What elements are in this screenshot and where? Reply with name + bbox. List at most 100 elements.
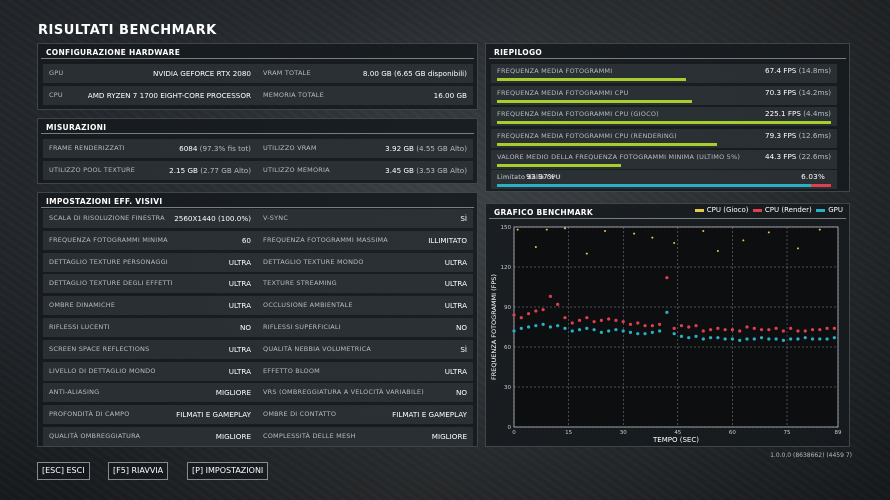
setting-label: FREQUENZA FOTOGRAMMI MINIMA xyxy=(49,235,168,244)
setting-value: NO xyxy=(239,323,251,332)
series-point-gpu xyxy=(745,337,749,341)
setting-value: ULTRA xyxy=(444,301,467,311)
series-point-gpu xyxy=(810,337,815,341)
series-point-cpu-render xyxy=(556,302,560,306)
series-point-cpu-render xyxy=(643,324,647,328)
series-point-cpu-render xyxy=(818,328,822,332)
measurements-panel: MISURAZIONI FRAME RENDERIZZATI 6084 (97.… xyxy=(37,118,478,184)
hardware-heading: CONFIGURAZIONE HARDWARE xyxy=(41,46,474,59)
series-point-cpu-render xyxy=(723,328,727,332)
summary-value: 67.4 FPS xyxy=(765,66,797,75)
visual-settings-heading: IMPOSTAZIONI EFF. VISIVI xyxy=(41,195,474,208)
series-point-cpu-game xyxy=(742,239,745,242)
vram-available: (6.65 GB disponibili) xyxy=(393,69,467,78)
visual-settings-row: OMBRE DINAMICHE ULTRA OCCLUSIONE AMBIENTAL… xyxy=(43,296,473,316)
summary-value: 225.1 FPS xyxy=(765,109,801,118)
series-point-cpu-game xyxy=(604,230,607,232)
summary-bar xyxy=(497,121,831,124)
cpu-limit-label: Limitato dalla CPU xyxy=(497,173,561,181)
series-point-gpu xyxy=(723,337,727,341)
frames-detail: (97.3% fis tot) xyxy=(199,144,251,153)
setting-label: V-SYNC xyxy=(263,214,289,222)
texture-pool-label: UTILIZZO POOL TEXTURE xyxy=(49,166,136,174)
y-tick-label: 120 xyxy=(501,265,512,271)
gpu-label: GPU xyxy=(49,69,64,77)
visual-settings-row: PROFONDITÀ DI CAMPO FILMATI E GAMEPLAY OMB… xyxy=(43,405,473,425)
legend-gpu: GPU xyxy=(828,206,843,214)
benchmark-chart: 0 30 60 90 120 150 0 15 30 45 60 75 89 TEMPO (SEC) FRE… xyxy=(490,225,842,444)
setting-label: OMBRE DINAMICHE xyxy=(49,301,116,310)
settings-button[interactable]: [P] IMPOSTAZIONI xyxy=(187,462,269,480)
exit-button[interactable]: [ESC] ESCI xyxy=(37,462,90,480)
series-point-gpu xyxy=(716,336,720,340)
series-point-gpu xyxy=(519,326,523,330)
series-point-cpu-game xyxy=(545,228,548,231)
x-tick-label: 89 xyxy=(835,430,842,436)
summary-heading: RIEPILOGO xyxy=(489,46,846,59)
series-point-gpu xyxy=(541,322,545,326)
series-point-cpu-render xyxy=(519,316,523,320)
hardware-panel: CONFIGURAZIONE HARDWARE GPU NVIDIA GEFOR… xyxy=(37,43,478,110)
vram-usage-label: UTILIZZO VRAM xyxy=(263,144,317,152)
memory-total-label: MEMORIA TOTALE xyxy=(263,91,324,99)
series-point-cpu-render xyxy=(752,326,756,330)
setting-label: DETTAGLIO TEXTURE DEGLI EFFETTI xyxy=(49,279,173,288)
gpu-value: NVIDIA GEFORCE RTX 2080 xyxy=(152,69,251,78)
measurements-row-texture: UTILIZZO POOL TEXTURE 2.15 GB (2.77 GB A… xyxy=(43,161,473,180)
setting-label: DETTAGLIO TEXTURE PERSONAGGI xyxy=(49,257,168,266)
plot-area xyxy=(513,226,839,428)
setting-value: ULTRA xyxy=(228,301,251,311)
visual-settings-row: RIFLESSI LUCENTI NO RIFLESSI SUPERFICIALI N… xyxy=(43,318,473,337)
summary-value: 79.3 FPS xyxy=(765,130,797,140)
series-point-gpu xyxy=(563,326,567,330)
x-axis-label: TEMPO (SEC) xyxy=(652,436,699,444)
cpu-label: CPU xyxy=(49,91,63,99)
vram-usage-peak: (4.55 GB Alto) xyxy=(416,144,467,153)
summary-ms: (12.6ms) xyxy=(798,130,831,140)
setting-value: SÌ xyxy=(460,214,467,223)
series-point-cpu-render xyxy=(621,320,625,324)
series-point-cpu-render xyxy=(825,326,829,330)
summary-row: FREQUENZA MEDIA FOTOGRAMMI 67.4 FPS (14.8… xyxy=(491,64,837,83)
setting-label: QUALITÀ OMBREGGIATURA xyxy=(49,432,141,440)
y-tick-label: 150 xyxy=(501,225,512,231)
series-point-gpu xyxy=(738,338,742,342)
setting-value: MIGLIORE xyxy=(215,432,251,441)
series-point-cpu-game xyxy=(716,250,719,252)
visual-settings-row: SCREEN SPACE REFLECTIONS ULTRA QUALITÀ NEB… xyxy=(43,339,473,359)
setting-label: DETTAGLIO TEXTURE MONDO xyxy=(263,257,364,266)
series-point-gpu xyxy=(803,336,807,340)
gpu-limit-bar xyxy=(497,184,811,187)
visual-settings-panel: IMPOSTAZIONI EFF. VISIVI SCALA DI RISOLU… xyxy=(37,192,478,447)
chart-legend: CPU (Gioco) CPU (Render) GPU xyxy=(694,206,843,214)
summary-label: FREQUENZA MEDIA FOTOGRAMMI CPU xyxy=(497,88,629,97)
series-point-cpu-render xyxy=(789,326,793,330)
series-point-gpu xyxy=(818,337,822,341)
series-point-cpu-render xyxy=(658,322,662,326)
texture-pool-peak: (2.77 GB Alto) xyxy=(200,166,251,175)
series-point-gpu xyxy=(548,325,553,329)
limit-row: Limitato dalla GPU 93.97% 6.03% Limitato d… xyxy=(491,170,837,189)
series-point-gpu xyxy=(526,325,531,329)
series-point-cpu-render xyxy=(730,328,735,332)
version-text: 1.0.0.0 (8638662) (4459 7) xyxy=(770,452,852,459)
series-point-gpu xyxy=(789,337,793,341)
series-point-cpu-render xyxy=(803,329,807,333)
series-point-cpu-render xyxy=(774,326,778,330)
summary-bar xyxy=(497,164,621,167)
setting-label: SCALA DI RISOLUZIONE FINESTRA xyxy=(49,214,165,222)
summary-value: 70.3 FPS xyxy=(765,87,797,97)
series-point-gpu xyxy=(599,330,603,334)
setting-value: MIGLIORE xyxy=(215,388,251,398)
setting-value: 60 xyxy=(241,235,251,245)
setting-label: FREQUENZA FOTOGRAMMI MASSIMA xyxy=(263,235,388,244)
series-point-gpu xyxy=(759,336,764,340)
summary-row: VALORE MEDIO DELLA FREQUENZA FOTOGRAMMI … xyxy=(491,150,837,169)
setting-value: ULTRA xyxy=(228,257,251,267)
x-tick-label: 0 xyxy=(512,430,516,436)
series-point-gpu xyxy=(665,310,669,314)
legend-swatch-gpu xyxy=(816,208,826,212)
series-point-gpu xyxy=(687,336,691,340)
restart-button[interactable]: [F5] RIAVVIA xyxy=(108,462,169,480)
series-point-gpu xyxy=(767,337,771,341)
